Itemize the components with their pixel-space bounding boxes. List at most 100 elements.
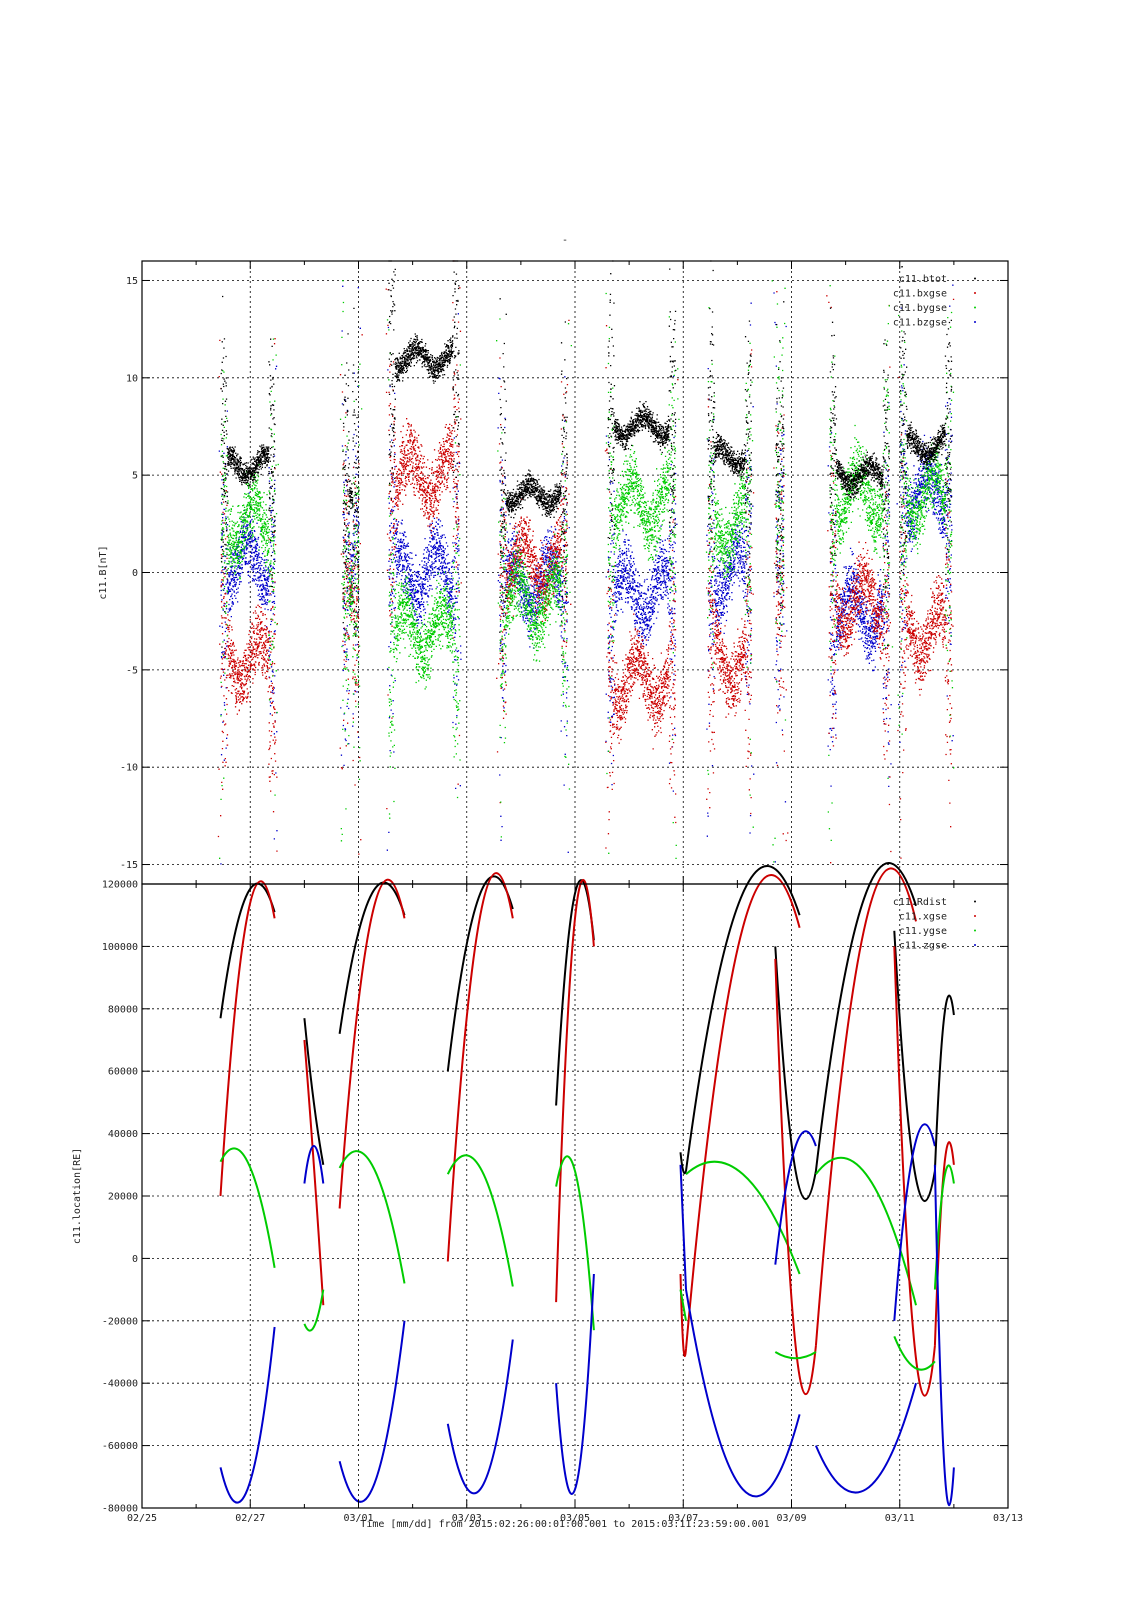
x-tick-label: 03/11 xyxy=(885,1513,915,1524)
legend-marker xyxy=(974,915,976,917)
series-c11-zgse-arc xyxy=(814,1382,917,1494)
y-tick-label: 5 xyxy=(132,471,138,482)
y-tick-label: 80000 xyxy=(108,1004,138,1015)
y-tick-label: -10 xyxy=(120,763,138,774)
x-tick-label: 03/01 xyxy=(343,1513,373,1524)
series-c11-ygse-arc xyxy=(685,1160,801,1275)
x-tick-label: 02/25 xyxy=(127,1513,157,1524)
series-c11-btot xyxy=(220,260,953,672)
series-c11-Rdist-arc xyxy=(679,1152,687,1175)
legend-entry: c11.bxgse xyxy=(893,289,947,300)
series-c11-zgse-arc xyxy=(893,1123,936,1321)
y-tick-label: 60000 xyxy=(108,1067,138,1078)
series-c11-Rdist-arc xyxy=(338,881,406,1034)
bfield-data xyxy=(217,260,955,865)
series-c11-ygse-arc xyxy=(219,1147,276,1268)
series-c11-Rdist-arc xyxy=(774,946,817,1201)
series-c11-ygse-arc xyxy=(555,1155,595,1331)
legend-marker xyxy=(974,306,976,309)
figure-title: - xyxy=(562,235,568,246)
x-tick-label: 03/09 xyxy=(776,1513,806,1524)
series-c11-ygse-arc xyxy=(893,1336,936,1371)
bfield-grid xyxy=(142,261,1008,884)
series-c11-zgse-arc xyxy=(679,1164,687,1290)
bfield-legend: c11.btot c11.bxgse c11.bygse c11.bzgse xyxy=(893,274,976,329)
series-c11-zgse-arc xyxy=(338,1320,406,1503)
series-c11-xgse-arc xyxy=(219,880,276,1197)
y-tick-label: 120000 xyxy=(102,880,138,891)
x-tick-label: 03/03 xyxy=(452,1513,482,1524)
series-c11-ygse-arc xyxy=(815,1156,917,1306)
series-c11-zgse-arc xyxy=(933,1164,955,1507)
series-c11-xgse-arc xyxy=(338,878,406,1209)
series-c11-zgse-arc xyxy=(446,1339,514,1495)
series-c11-bxgse xyxy=(217,260,955,864)
legend-entry: c11.ygse xyxy=(899,926,947,937)
series-c11-zgse-arc xyxy=(555,1273,595,1495)
legend-entry: c11.Rdist xyxy=(893,897,947,908)
legend-entry: c11.zgse xyxy=(899,941,947,952)
series-c11-ygse-arc xyxy=(446,1154,514,1287)
y-tick-label: -5 xyxy=(126,665,138,676)
y-tick-label: -60000 xyxy=(102,1441,138,1452)
x-tick-label: 02/27 xyxy=(235,1513,265,1524)
location-axes: 02/25 02/27 03/01 03/03 03/05 03/07 03/09 03/11… xyxy=(102,880,1023,1525)
series-c11-zgse-arc xyxy=(219,1326,276,1504)
legend-entry: c11.bygse xyxy=(893,303,947,314)
location-legend: c11.Rdist c11.xgse c11.ygse c11.zgse xyxy=(893,897,976,952)
series-c11-Rdist-arc xyxy=(303,1018,325,1165)
legend-marker xyxy=(974,944,976,946)
y-tick-label: 0 xyxy=(132,1254,138,1265)
legend-entry: c11.bzgse xyxy=(893,318,947,329)
y-tick-label: 20000 xyxy=(108,1192,138,1203)
bfield-ylabel: c11.B[nT] xyxy=(98,545,109,599)
y-tick-label: -40000 xyxy=(102,1379,138,1390)
series-c11-Rdist-arc xyxy=(685,865,801,1172)
series-c11-xgse-arc xyxy=(303,1039,325,1306)
series-c11-bygse xyxy=(219,280,955,863)
x-tick-label: 03/07 xyxy=(668,1513,698,1524)
location-data xyxy=(219,862,955,1507)
legend-entry: c11.xgse xyxy=(899,912,947,923)
series-c11-xgse-arc xyxy=(893,946,936,1397)
series-c11-Rdist-arc xyxy=(893,930,936,1202)
series-c11-bzgse xyxy=(218,284,954,865)
location-panel: 02/25 02/27 03/01 03/03 03/05 03/07 03/09 03/11… xyxy=(72,862,1023,1525)
series-c11-xgse-arc xyxy=(814,867,917,1346)
location-ylabel: c11.location[RE] xyxy=(72,1148,83,1244)
y-tick-label: 40000 xyxy=(108,1129,138,1140)
y-tick-label: -20000 xyxy=(102,1316,138,1327)
x-axis-label: Time [mm/dd] from 2015:02:26:00:01:00.00… xyxy=(360,1519,769,1530)
series-c11-ygse-arc xyxy=(338,1150,406,1284)
series-c11-xgse-arc xyxy=(555,879,595,1303)
series-c11-ygse-arc xyxy=(679,1289,687,1321)
series-c11-xgse-arc xyxy=(774,958,817,1395)
y-tick-label: 0 xyxy=(132,568,138,579)
series-c11-zgse-arc xyxy=(685,1289,801,1498)
series-c11-ygse-arc xyxy=(774,1351,817,1360)
series-c11-Rdist-arc xyxy=(814,862,917,1172)
y-tick-label: 15 xyxy=(126,276,138,287)
series-c11-zgse-arc xyxy=(774,1130,817,1265)
y-tick-label: 100000 xyxy=(102,942,138,953)
series-c11-Rdist-arc xyxy=(933,994,955,1172)
series-c11-xgse-arc xyxy=(685,874,801,1349)
series-c11-Rdist-arc xyxy=(219,882,276,1019)
legend-marker xyxy=(974,321,976,323)
legend-marker xyxy=(974,900,976,903)
legend-marker xyxy=(974,292,976,294)
legend-marker xyxy=(974,277,976,280)
y-tick-label: -80000 xyxy=(102,1504,138,1515)
series-c11-ygse-arc xyxy=(303,1289,325,1332)
legend-entry: c11.btot xyxy=(899,274,947,285)
location-grid xyxy=(142,884,1008,1508)
bfield-panel: -15 -10 -5 0 5 10 15 c11.B[nT] c11.btot c11.bxg… xyxy=(98,260,1009,885)
x-tick-label: 03/13 xyxy=(993,1513,1023,1524)
y-tick-label: -15 xyxy=(120,860,138,871)
series-c11-zgse-arc xyxy=(303,1145,325,1184)
y-tick-label: 10 xyxy=(126,373,138,384)
series-c11-Rdist-arc xyxy=(446,875,514,1072)
series-c11-xgse-arc xyxy=(446,872,514,1262)
legend-marker xyxy=(974,929,976,932)
